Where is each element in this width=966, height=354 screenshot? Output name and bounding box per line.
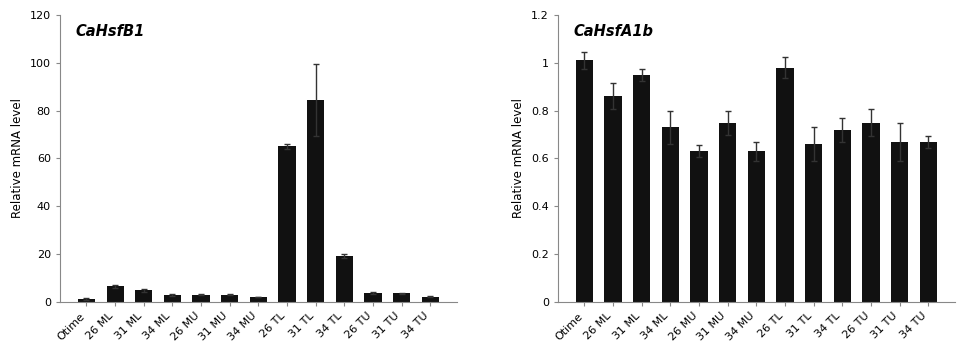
Bar — [920, 142, 937, 302]
Bar — [336, 256, 353, 302]
Bar — [691, 151, 708, 302]
Bar — [605, 96, 622, 302]
Y-axis label: Relative mRNA level: Relative mRNA level — [513, 98, 526, 218]
Bar — [164, 295, 181, 302]
Bar — [719, 122, 736, 302]
Bar — [364, 293, 382, 302]
Bar — [106, 286, 124, 302]
Bar — [307, 100, 325, 302]
Bar — [633, 75, 650, 302]
Bar — [777, 68, 794, 302]
Bar — [250, 297, 267, 302]
Bar — [576, 61, 593, 302]
Bar — [834, 130, 851, 302]
Text: CaHsfB1: CaHsfB1 — [75, 24, 145, 39]
Bar — [891, 142, 908, 302]
Bar — [221, 295, 239, 302]
Bar — [192, 295, 210, 302]
Bar — [393, 293, 411, 302]
Bar — [662, 127, 679, 302]
Bar — [278, 147, 296, 302]
Text: CaHsfA1b: CaHsfA1b — [574, 24, 654, 39]
Bar — [748, 151, 765, 302]
Bar — [78, 299, 95, 302]
Bar — [805, 144, 822, 302]
Y-axis label: Relative mRNA level: Relative mRNA level — [12, 98, 24, 218]
Bar — [422, 297, 439, 302]
Bar — [863, 122, 879, 302]
Bar — [135, 290, 153, 302]
